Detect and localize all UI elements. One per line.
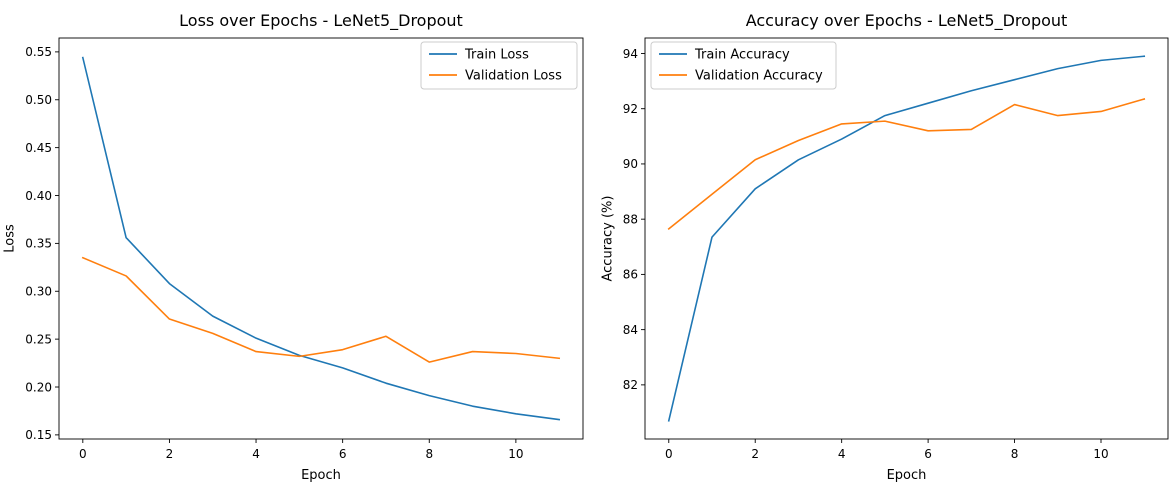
- accuracy-legend-label: Train Accuracy: [694, 48, 790, 63]
- loss-x-axis-label: Epoch: [301, 468, 341, 483]
- accuracy-legend-label: Validation Accuracy: [695, 69, 823, 84]
- loss-axes-frame: [58, 37, 584, 440]
- loss-y-tick-label: 0.25: [25, 332, 52, 346]
- loss-legend-label: Train Loss: [464, 48, 529, 63]
- accuracy-x-tick-label: 6: [924, 447, 932, 461]
- loss-x-tick-label: 6: [339, 447, 347, 461]
- loss-y-tick-label: 0.45: [25, 141, 52, 155]
- loss-y-tick-label: 0.30: [25, 285, 52, 299]
- loss-chart-title: Loss over Epochs - LeNet5_Dropout: [179, 11, 463, 31]
- accuracy-y-tick-label: 84: [623, 323, 638, 337]
- loss-chart: Loss over Epochs - LeNet5_Dropout 0 2 4 6 8 10…: [3, 11, 584, 483]
- accuracy-y-tick-label: 90: [623, 157, 638, 171]
- accuracy-series-line-validation-accuracy: [667, 98, 1146, 230]
- loss-x-tick-label: 8: [425, 447, 433, 461]
- loss-y-tick-label: 0.35: [25, 237, 52, 251]
- accuracy-y-axis-label: Accuracy (%): [601, 196, 616, 282]
- accuracy-x-tick-label: 4: [838, 447, 846, 461]
- accuracy-x-tick-label: 8: [1011, 447, 1019, 461]
- loss-x-tick-label: 4: [252, 447, 260, 461]
- accuracy-y-tick-label: 82: [623, 378, 638, 392]
- accuracy-series-line-train-accuracy: [667, 55, 1146, 422]
- loss-y-tick-label: 0.40: [25, 189, 52, 203]
- loss-series-line-validation-loss: [81, 256, 561, 363]
- loss-y-tick-label: 0.55: [25, 45, 52, 59]
- loss-x-tick-label: 10: [508, 447, 523, 461]
- loss-y-tick-label: 0.20: [25, 380, 52, 394]
- loss-legend-label: Validation Loss: [465, 69, 562, 84]
- loss-y-tick-label: 0.15: [25, 428, 52, 442]
- accuracy-x-axis-label: Epoch: [887, 468, 927, 483]
- accuracy-chart-title: Accuracy over Epochs - LeNet5_Dropout: [746, 11, 1068, 31]
- loss-x-tick-label: 0: [79, 447, 87, 461]
- accuracy-y-tick-label: 92: [623, 102, 638, 116]
- accuracy-legend-box: [650, 41, 837, 90]
- loss-series-line-train-loss: [81, 56, 561, 421]
- accuracy-x-tick-label: 2: [751, 447, 759, 461]
- loss-y-tick-label: 0.50: [25, 93, 52, 107]
- accuracy-x-tick-label: 0: [665, 447, 673, 461]
- accuracy-x-tick-label: 10: [1093, 447, 1108, 461]
- loss-legend-box: [420, 41, 578, 90]
- accuracy-chart: Accuracy over Epochs - LeNet5_Dropout 0 2 4…: [601, 11, 1169, 483]
- loss-x-tick-label: 2: [166, 447, 174, 461]
- loss-y-axis-label: Loss: [3, 224, 18, 253]
- accuracy-axes-frame: [644, 37, 1169, 440]
- accuracy-y-tick-label: 94: [623, 47, 638, 61]
- accuracy-y-tick-label: 88: [623, 212, 638, 226]
- accuracy-y-tick-label: 86: [623, 268, 638, 282]
